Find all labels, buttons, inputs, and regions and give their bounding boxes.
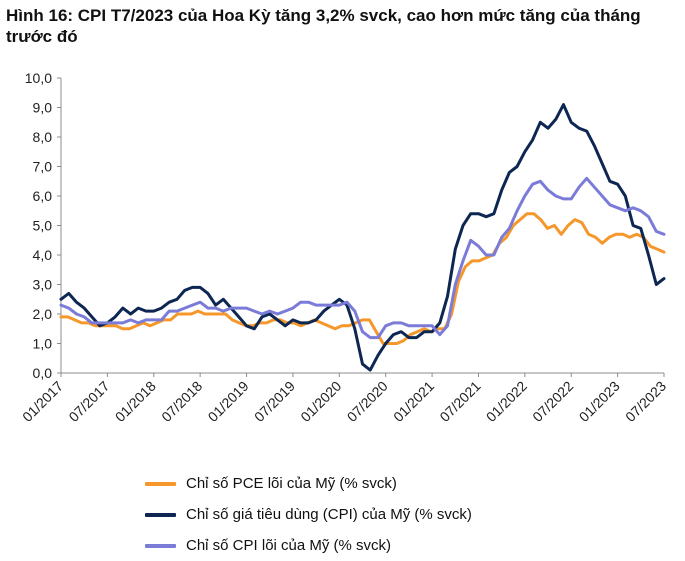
y-tick-label: 1,0 [33,336,53,352]
series-line-core-cpi [59,176,666,340]
legend-swatch-pce [145,481,176,486]
y-tick-label: 7,0 [33,159,53,175]
x-tick-label: 01/2018 [112,378,159,425]
x-tick-label: 07/2018 [158,378,205,425]
chart-legend: Chỉ số PCE lõi của Mỹ (% svck) Chỉ số gi… [145,468,472,561]
legend-label-core-cpi: Chỉ số CPI lõi của Mỹ (% svck) [186,537,392,554]
legend-swatch-core-cpi [145,543,176,548]
y-tick-label: 6,0 [33,188,53,204]
x-tick-label: 07/2021 [436,378,483,425]
y-tick-label: 8,0 [33,129,53,145]
y-tick-label: 5,0 [33,218,53,234]
x-tick-label: 01/2023 [576,378,623,425]
legend-item-pce: Chỉ số PCE lõi của Mỹ (% svck) [145,468,472,499]
legend-label-pce: Chỉ số PCE lõi của Mỹ (% svck) [186,475,397,492]
x-tick-label: 01/2021 [390,378,437,425]
y-tick-label: 10,0 [25,70,52,86]
x-tick-label: 01/2020 [297,378,344,425]
x-tick-label: 01/2017 [19,378,66,425]
figure-title: Hình 16: CPI T7/2023 của Hoa Kỳ tăng 3,2… [6,6,641,46]
x-tick-label: 01/2022 [483,378,530,425]
y-tick-label: 3,0 [33,277,53,293]
y-tick-label: 4,0 [33,247,53,263]
x-tick-label: 07/2019 [251,378,298,425]
x-tick-label: 07/2023 [622,378,669,425]
series-line-cpi [59,103,666,372]
x-tick-label: 07/2017 [65,378,112,425]
chart-lines [59,103,666,372]
legend-item-cpi: Chỉ số giá tiêu dùng (CPI) của Mỹ (% svc… [145,499,472,530]
y-tick-label: 0,0 [33,365,53,381]
y-tick-label: 2,0 [33,306,53,322]
legend-item-core-cpi: Chỉ số CPI lõi của Mỹ (% svck) [145,530,472,561]
legend-swatch-cpi [145,512,176,517]
x-tick-label: 07/2022 [529,378,576,425]
line-chart: 0,0 1,0 2,0 3,0 4,0 5,0 6,0 7,0 8,0 9,0 10,0 01/201… [19,70,669,425]
y-tick-label: 9,0 [33,100,53,116]
legend-label-cpi: Chỉ số giá tiêu dùng (CPI) của Mỹ (% svc… [186,506,472,523]
x-tick-label: 07/2020 [344,378,391,425]
x-tick-label: 01/2019 [205,378,252,425]
series-line-pce [59,212,666,345]
